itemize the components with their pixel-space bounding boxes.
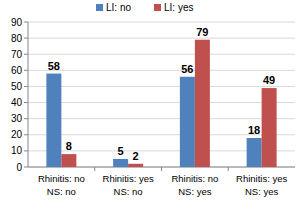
y-tick [24, 22, 28, 23]
grid-line [28, 38, 295, 39]
bar [128, 164, 143, 167]
x-tick [161, 167, 162, 171]
data-labels: 58 8 52 56 79 18 49 [48, 26, 276, 162]
y-tick [24, 167, 28, 168]
y-tick-label: 20 [11, 129, 23, 140]
y-tick [24, 134, 28, 135]
y-tick-label: 70 [11, 49, 23, 60]
y-tick-label: 30 [11, 113, 23, 124]
bar [46, 74, 61, 167]
bar [61, 154, 76, 167]
legend-swatch [96, 4, 103, 11]
grid-line [28, 102, 295, 103]
bar [180, 77, 195, 167]
x-tick-label: Rhinitis: yesNS: yes [236, 173, 287, 197]
bar [247, 138, 262, 167]
y-tick-label: 80 [11, 33, 23, 44]
y-tick [24, 150, 28, 151]
y-tick [24, 118, 28, 119]
bars [46, 40, 276, 167]
y-axis [28, 22, 29, 167]
grid-line [28, 22, 295, 23]
y-tick-label: 90 [11, 17, 23, 28]
grid-line [28, 70, 295, 71]
x-tick [94, 167, 95, 171]
data-label: 49 [263, 74, 275, 86]
y-tick-label: 40 [11, 97, 23, 108]
bar [262, 88, 277, 167]
bar [195, 40, 210, 167]
y-tick-label: 50 [11, 81, 23, 92]
chart-container: 0 10 20 30 40 50 60 70 80 90 58 8 52 56 79 18 49 Rhinitis… [0, 0, 300, 214]
bar [113, 159, 128, 167]
data-label: 56 [181, 63, 193, 75]
y-tick-label: 10 [11, 145, 23, 156]
y-tick-label: 0 [16, 162, 22, 173]
y-tick [24, 70, 28, 71]
legend: LI: no LI: yes [96, 2, 193, 13]
grid-line [28, 86, 295, 87]
x-tick-label: Rhinitis: yesNS: no [103, 173, 154, 197]
grid-line [28, 118, 295, 119]
y-tick [24, 102, 28, 103]
legend-label: LI: no [106, 2, 131, 13]
y-tick [24, 54, 28, 55]
y-tick-label: 60 [11, 65, 23, 76]
y-tick [24, 38, 28, 39]
x-tick-label: Rhinitis: noNS: yes [171, 173, 218, 197]
legend-label: LI: yes [164, 2, 193, 13]
x-tick-label: Rhinitis: noNS: no [38, 173, 85, 197]
data-label: 79 [196, 26, 208, 38]
chart: 0 10 20 30 40 50 60 70 80 90 58 8 52 56 79 18 49 Rhinitis… [0, 0, 300, 214]
x-tick [228, 167, 229, 171]
data-label: 5 [118, 145, 124, 157]
data-label: 18 [248, 124, 260, 136]
y-tick [24, 86, 28, 87]
grid-line [28, 54, 295, 55]
data-label: 58 [48, 60, 60, 72]
data-label: 2 [133, 150, 139, 162]
legend-swatch [154, 4, 161, 11]
data-label: 8 [66, 140, 72, 152]
